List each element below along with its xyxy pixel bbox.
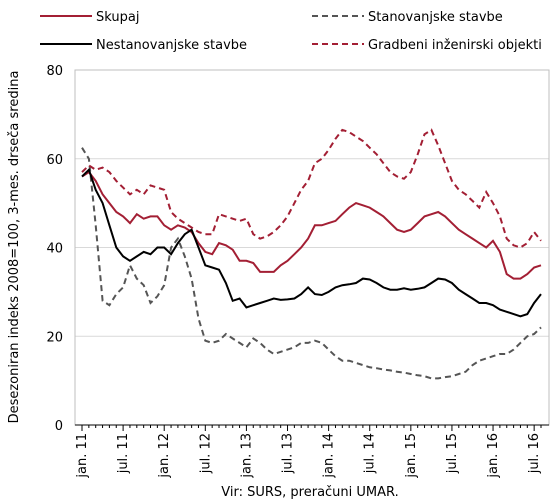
- y-tick-label: 60: [46, 153, 63, 168]
- data-line: [81, 147, 542, 380]
- x-tick-label: jan. 12: [157, 433, 172, 479]
- x-tick-label: jan. 11: [75, 433, 90, 479]
- y-tick-label: 40: [46, 242, 63, 257]
- x-tick-label: jul. 15: [445, 433, 460, 474]
- data-line: [81, 128, 542, 249]
- data-line: [81, 170, 542, 280]
- x-tick-label: jul. 11: [116, 433, 131, 474]
- x-tick-label: jul. 12: [198, 433, 213, 474]
- legend-label: Nestanovanjske stavbe: [96, 38, 247, 53]
- legend-label: Skupaj: [96, 10, 139, 25]
- x-tick-label: jan. 14: [322, 433, 337, 479]
- x-tick-label: jan. 15: [404, 433, 419, 479]
- legend-label: Stanovanjske stavbe: [368, 10, 503, 25]
- x-tick-label: jan. 13: [239, 433, 254, 479]
- y-tick-label: 80: [46, 64, 63, 79]
- x-tick-label: jan. 16: [486, 433, 501, 479]
- y-tick-label: 0: [55, 419, 63, 434]
- source-note: Vir: SURS, preračuni UMAR.: [221, 485, 398, 500]
- x-tick-label: jul. 13: [281, 433, 296, 474]
- x-tick-label: jul. 14: [363, 433, 378, 474]
- legend-label: Gradbeni inženirski objekti: [368, 38, 542, 53]
- y-tick-label: 20: [46, 330, 63, 345]
- y-axis-title: Desezoniran indeks 2008=100, 3-mes. drse…: [7, 71, 22, 424]
- x-tick-label: jul. 16: [527, 433, 542, 474]
- data-line: [81, 167, 542, 318]
